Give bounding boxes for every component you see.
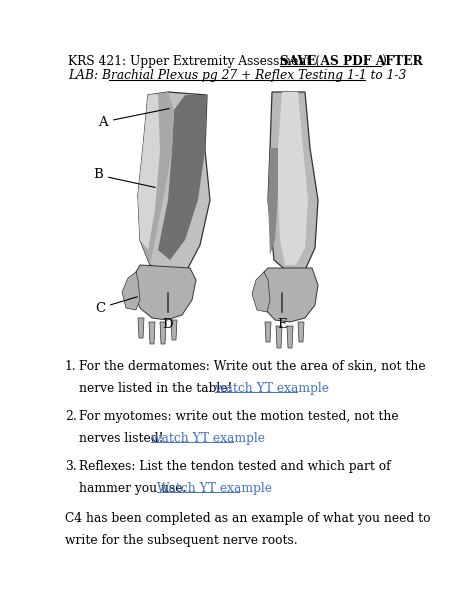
Polygon shape [138,94,160,250]
Text: For the dermatomes: Write out the area of skin, not the: For the dermatomes: Write out the area o… [79,360,426,373]
Polygon shape [134,265,196,320]
Text: For myotomes: write out the motion tested, not the: For myotomes: write out the motion teste… [79,410,399,423]
Text: ): ) [381,55,386,68]
Text: Watch YT example: Watch YT example [157,482,272,495]
Text: 3.: 3. [65,460,77,473]
Text: hammer you use.: hammer you use. [79,482,190,495]
Polygon shape [138,92,174,265]
Polygon shape [138,318,144,338]
Polygon shape [158,95,207,260]
Text: watch YT example: watch YT example [151,432,265,445]
Polygon shape [252,272,270,312]
Text: C: C [95,297,137,314]
Text: D: D [163,293,173,331]
Text: LAB: Brachial Plexus pg 27 + Reflex Testing 1-1 to 1-3: LAB: Brachial Plexus pg 27 + Reflex Test… [68,69,406,82]
Text: watch YT example: watch YT example [215,382,329,395]
Polygon shape [268,92,318,272]
Text: nerves listed!: nerves listed! [79,432,167,445]
Polygon shape [260,268,318,322]
Polygon shape [149,322,155,344]
Text: write for the subsequent nerve roots.: write for the subsequent nerve roots. [65,534,298,547]
Text: SAVE AS PDF AFTER: SAVE AS PDF AFTER [280,55,423,68]
Polygon shape [287,326,293,348]
Text: KRS 421: Upper Extremity Assessment (: KRS 421: Upper Extremity Assessment ( [68,55,320,68]
Text: 1.: 1. [65,360,77,373]
Polygon shape [268,148,278,255]
Polygon shape [276,326,282,348]
Text: E: E [277,293,287,331]
Text: C4 has been completed as an example of what you need to: C4 has been completed as an example of w… [65,512,430,525]
Polygon shape [138,92,210,272]
Text: B: B [93,169,155,188]
Text: 2.: 2. [65,410,77,423]
Text: A: A [99,109,169,129]
Text: nerve listed in the table!: nerve listed in the table! [79,382,236,395]
Polygon shape [171,320,177,340]
Polygon shape [122,272,140,310]
Polygon shape [160,322,166,344]
Text: Reflexes: List the tendon tested and which part of: Reflexes: List the tendon tested and whi… [79,460,391,473]
Polygon shape [265,322,271,342]
Polygon shape [298,322,304,342]
Polygon shape [278,92,308,265]
